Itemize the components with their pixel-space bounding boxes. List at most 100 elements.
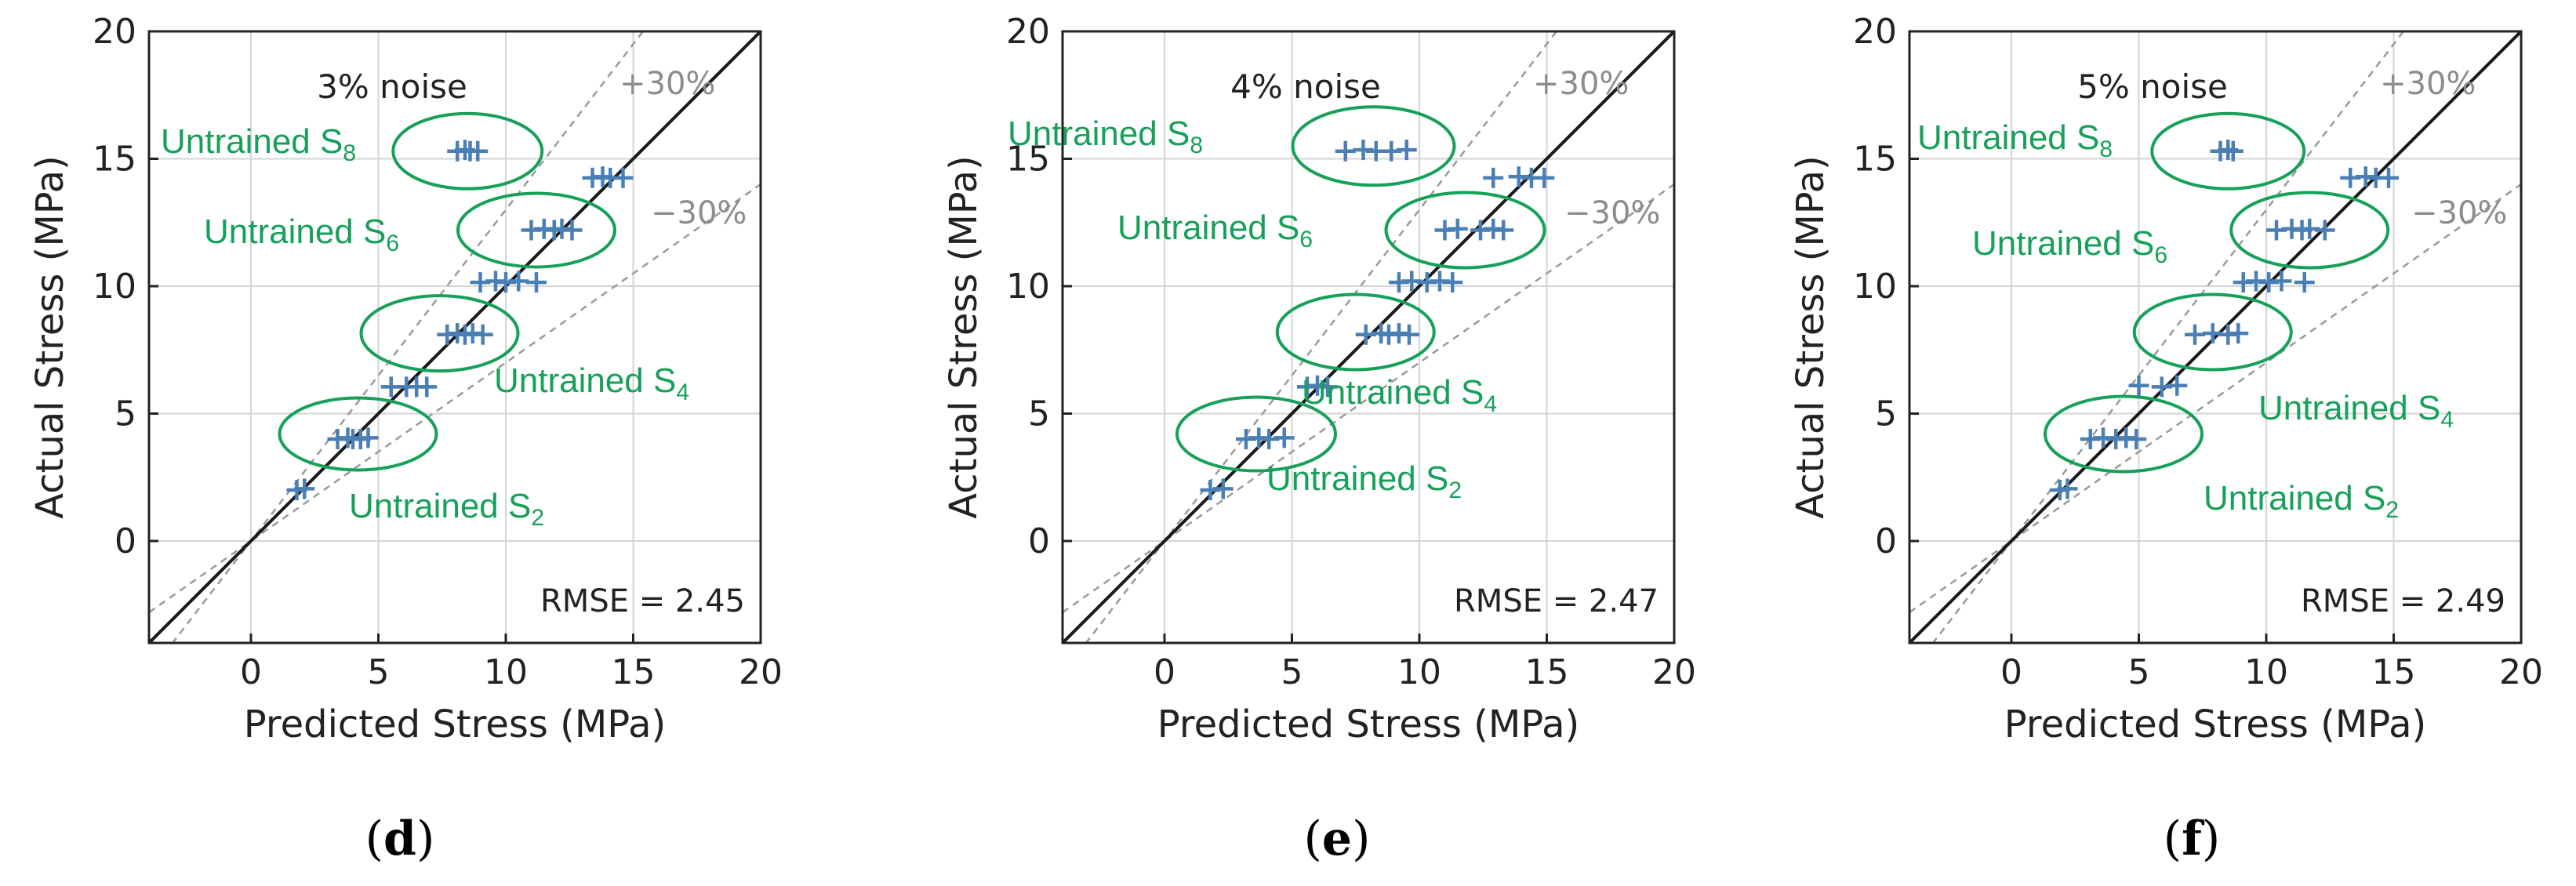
data-point	[2185, 324, 2205, 345]
panel-open-paren: (	[2164, 812, 2182, 866]
plot-area	[1909, 31, 2521, 643]
data-point	[294, 478, 315, 499]
data-point	[1273, 427, 1295, 448]
y-tick-label: 15	[1853, 140, 1897, 180]
x-tick-label: 15	[612, 652, 656, 692]
y-tick-label: 5	[1875, 394, 1897, 434]
data-point	[467, 140, 489, 162]
y-tick-label: 0	[114, 521, 136, 561]
y-axis-label: Actual Stress (MPa)	[28, 155, 72, 518]
annotation-text: Untrained S	[161, 122, 343, 161]
annotation-subscript: 8	[343, 140, 356, 166]
annotation-text: Untrained S	[2204, 479, 2385, 517]
data-point	[561, 220, 583, 241]
x-tick-label: 10	[1397, 652, 1441, 692]
data-point	[2228, 323, 2249, 344]
annotation-text: Untrained S	[1302, 373, 1484, 412]
band-label-minus: −30%	[651, 195, 747, 231]
data-point	[1212, 478, 1234, 499]
annotation-untrained-S6: Untrained S6	[204, 212, 399, 256]
ellipse-S2	[2044, 394, 2204, 474]
data-point	[472, 324, 493, 345]
x-tick-label: 15	[1525, 652, 1569, 692]
annotation-subscript: 8	[1190, 133, 1203, 158]
annotation-untrained-S2: Untrained S2	[1266, 459, 1462, 503]
data-point	[358, 427, 379, 448]
y-axis-label: Actual Stress (MPa)	[942, 155, 986, 518]
x-tick-label: 20	[739, 652, 783, 692]
noise-title: 4% noise	[1230, 67, 1381, 106]
panel-close-paren: )	[2202, 812, 2220, 866]
band-label-minus: −30%	[2411, 195, 2507, 231]
annotation-subscript: 2	[531, 505, 544, 531]
ellipse-S8	[2150, 111, 2306, 191]
panel-open-paren: (	[365, 812, 383, 866]
data-point	[1335, 140, 1356, 162]
chart-panel-f: 0 0 5 5 10 10 15 15 20 20 Predicted Stress (MPa) Ac…	[1789, 12, 2543, 866]
x-tick-label: 15	[2372, 652, 2416, 692]
panel-letter: f	[2182, 812, 2205, 866]
data-point	[1534, 167, 1555, 188]
x-tick-label: 10	[484, 652, 528, 692]
plot-frame	[1908, 30, 2523, 645]
annotation-text: Untrained S	[349, 487, 531, 525]
annotation-subscript: 6	[386, 231, 399, 256]
noise-title: 3% noise	[317, 67, 467, 106]
y-tick-label: 20	[93, 12, 136, 52]
annotation-text: Untrained S	[1008, 114, 1190, 153]
data-point	[1399, 324, 1419, 345]
annotation-subscript: 2	[2385, 497, 2399, 523]
y-tick-label: 15	[93, 140, 136, 180]
data-point	[2167, 375, 2188, 396]
ellipse-S4	[359, 294, 520, 373]
data-point	[2271, 271, 2292, 292]
data-point	[2314, 220, 2335, 241]
plot-frame	[1061, 30, 1676, 645]
y-tick-label: 10	[1006, 267, 1050, 307]
annotation-subscript: 6	[2154, 242, 2167, 268]
data-point	[2222, 140, 2244, 162]
x-tick-label: 20	[1652, 652, 1696, 692]
x-tick-label: 10	[2244, 652, 2288, 692]
annotation-subscript: 6	[1299, 227, 1313, 252]
annotation-text: Untrained S	[1972, 224, 2154, 263]
data-point	[1447, 218, 1468, 239]
annotation-subscript: 2	[1448, 477, 1462, 503]
annotation-untrained-S6: Untrained S6	[1117, 209, 1313, 252]
ellipse-S4	[1275, 292, 1436, 372]
band-label-plus: +30%	[1533, 66, 1629, 102]
panel-label: (e)	[1303, 812, 1370, 866]
ellipse-S2	[278, 396, 438, 472]
plot-frame	[147, 30, 762, 645]
x-axis-label: Predicted Stress (MPa)	[2004, 703, 2426, 746]
data-point	[2294, 272, 2315, 293]
annotation-subscript: 4	[676, 379, 689, 405]
band-label-plus: +30%	[619, 66, 715, 102]
data-point	[2126, 429, 2147, 449]
annotation-text: Untrained S	[1266, 459, 1448, 498]
y-tick-label: 0	[1875, 521, 1897, 561]
y-axis-label: Actual Stress (MPa)	[1789, 155, 1833, 518]
x-tick-label: 0	[2000, 652, 2022, 692]
data-point	[1396, 140, 1417, 161]
annotation-untrained-S8: Untrained S8	[1008, 114, 1203, 158]
annotation-untrained-S4: Untrained S4	[1302, 373, 1497, 417]
x-tick-label: 5	[1281, 652, 1303, 692]
panel-close-paren: )	[1352, 812, 1370, 866]
ellipse-S6	[1384, 191, 1546, 270]
x-tick-label: 0	[1154, 652, 1175, 692]
annotation-untrained-S6: Untrained S6	[1972, 224, 2167, 268]
data-point	[1442, 272, 1463, 293]
ellipse-S2	[1175, 395, 1337, 473]
annotation-untrained-S2: Untrained S2	[349, 487, 544, 531]
annotation-text: Untrained S	[2258, 389, 2440, 427]
y-tick-label: 5	[114, 394, 136, 434]
identity-line	[1909, 31, 2521, 643]
plot-area	[149, 31, 761, 643]
band-label-plus: +30%	[2380, 66, 2476, 102]
y-tick-label: 10	[93, 267, 136, 307]
x-tick-label: 0	[240, 652, 262, 692]
panel-label: (f)	[2164, 812, 2221, 866]
y-tick-label: 20	[1853, 12, 1897, 52]
